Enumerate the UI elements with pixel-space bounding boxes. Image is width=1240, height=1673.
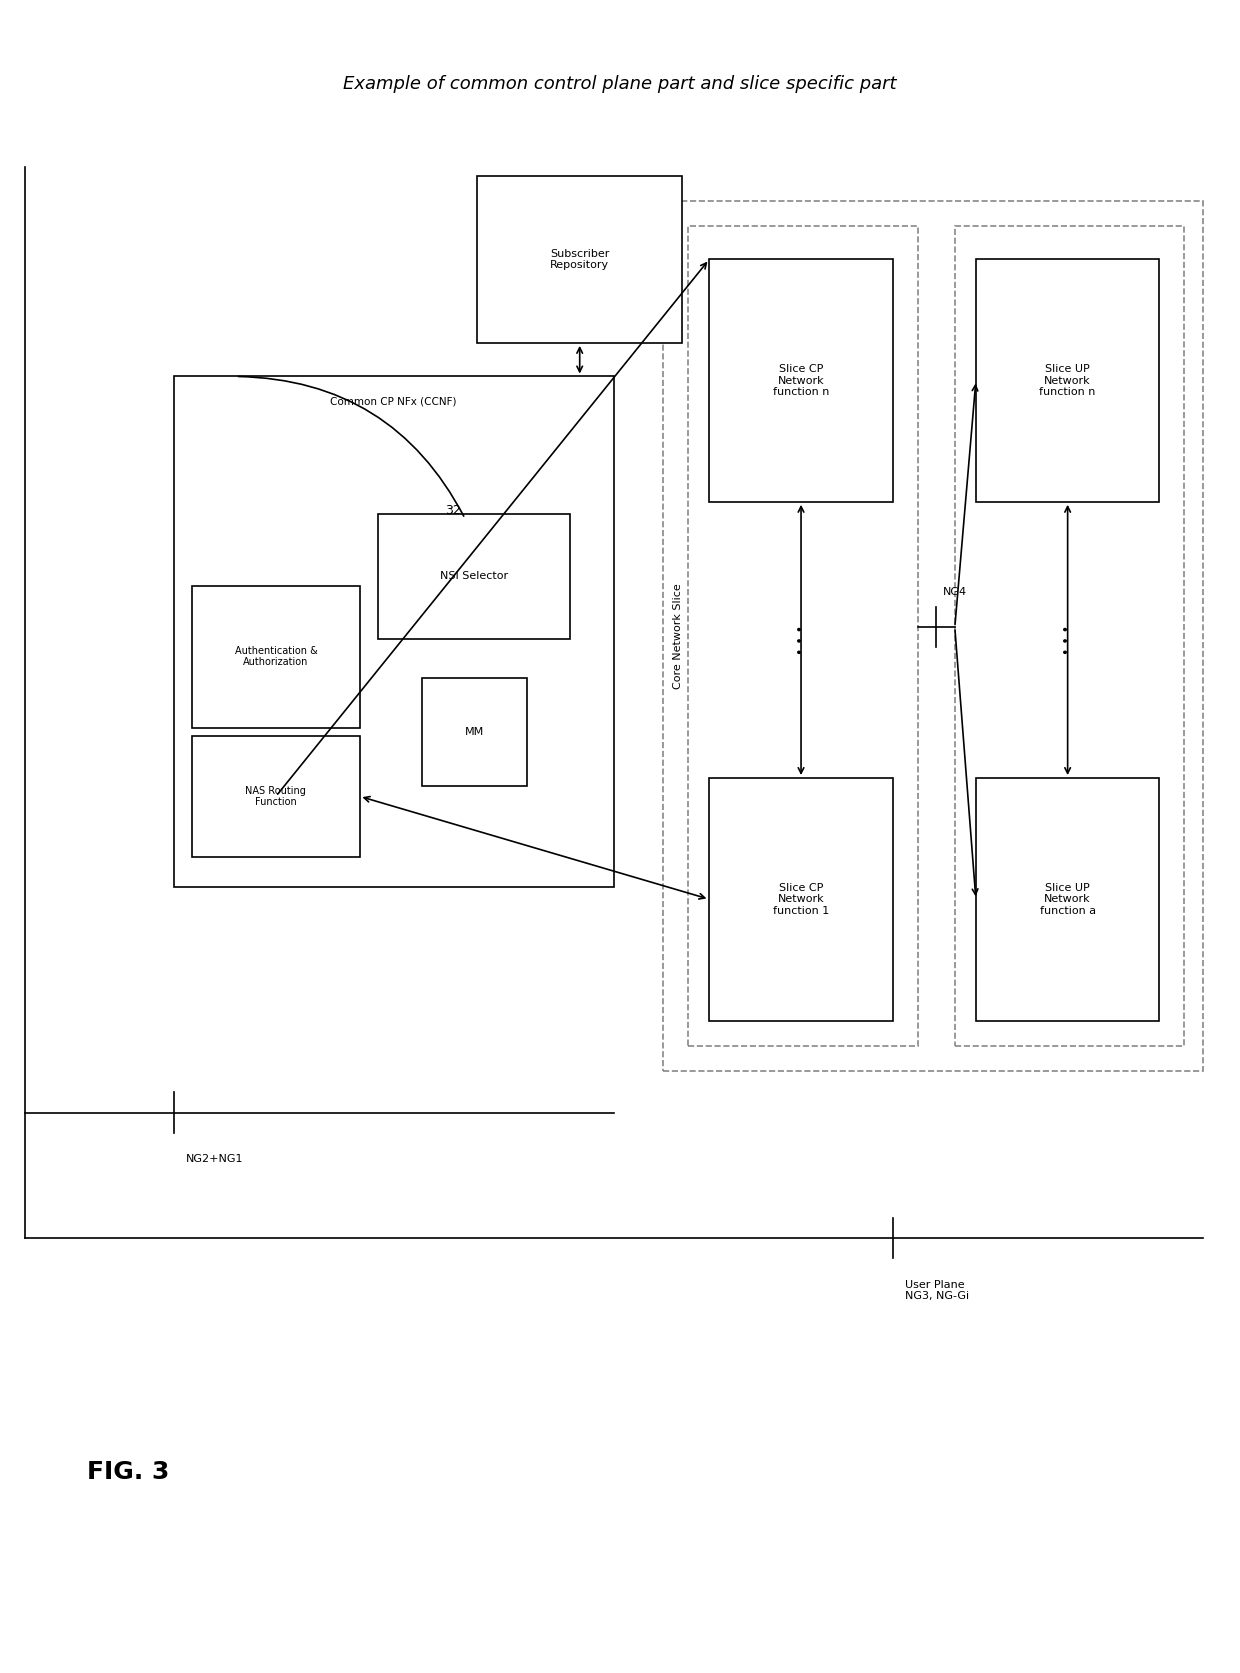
Text: NAS Routing
Function: NAS Routing Function [246,786,306,806]
Text: Common CP NFx (CCNF): Common CP NFx (CCNF) [330,397,458,407]
Text: Subscriber
Repository: Subscriber Repository [551,249,609,269]
Text: NG2+NG1: NG2+NG1 [186,1154,243,1164]
Text: Authentication &
Authorization: Authentication & Authorization [234,646,317,668]
FancyBboxPatch shape [976,778,1159,1021]
Text: 32: 32 [445,504,460,517]
FancyBboxPatch shape [422,678,527,786]
FancyBboxPatch shape [688,226,918,1046]
Text: Slice UP
Network
function a: Slice UP Network function a [1039,883,1096,915]
FancyBboxPatch shape [976,259,1159,502]
Text: • • •: • • • [1061,624,1074,656]
Text: • • •: • • • [795,624,807,656]
Text: User Plane
NG3, NG-Gi: User Plane NG3, NG-Gi [905,1280,970,1302]
FancyBboxPatch shape [378,514,570,639]
Text: Slice CP
Network
function n: Slice CP Network function n [773,365,830,397]
FancyBboxPatch shape [174,376,614,887]
FancyBboxPatch shape [955,226,1184,1046]
FancyBboxPatch shape [477,176,682,343]
FancyBboxPatch shape [192,736,360,857]
Text: MM: MM [465,728,484,736]
Text: NSI Selector: NSI Selector [440,572,508,581]
Text: Slice CP
Network
function 1: Slice CP Network function 1 [773,883,830,915]
FancyBboxPatch shape [663,201,1203,1071]
FancyBboxPatch shape [709,259,893,502]
FancyBboxPatch shape [192,586,360,728]
Text: Example of common control plane part and slice specific part: Example of common control plane part and… [343,75,897,92]
FancyBboxPatch shape [709,778,893,1021]
Text: FIG. 3: FIG. 3 [87,1461,169,1484]
Text: NG4: NG4 [942,587,966,597]
Text: Slice UP
Network
function n: Slice UP Network function n [1039,365,1096,397]
Text: Core Network Slice: Core Network Slice [673,582,683,689]
